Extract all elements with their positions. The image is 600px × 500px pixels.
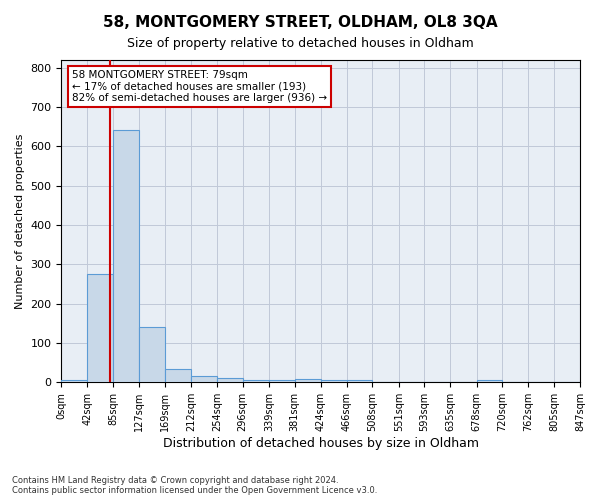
Text: 58 MONTGOMERY STREET: 79sqm
← 17% of detached houses are smaller (193)
82% of se: 58 MONTGOMERY STREET: 79sqm ← 17% of det… xyxy=(72,70,327,103)
Bar xyxy=(61,380,87,382)
Bar xyxy=(165,370,191,382)
Bar xyxy=(191,376,217,382)
Text: Contains HM Land Registry data © Crown copyright and database right 2024.
Contai: Contains HM Land Registry data © Crown c… xyxy=(12,476,377,495)
Bar xyxy=(476,380,502,382)
Y-axis label: Number of detached properties: Number of detached properties xyxy=(15,134,25,309)
Bar xyxy=(87,274,113,382)
Bar xyxy=(139,328,165,382)
Bar xyxy=(269,380,295,382)
Bar xyxy=(217,378,242,382)
Bar xyxy=(295,379,321,382)
Bar xyxy=(347,380,373,382)
Text: Size of property relative to detached houses in Oldham: Size of property relative to detached ho… xyxy=(127,38,473,51)
Bar xyxy=(321,380,347,382)
X-axis label: Distribution of detached houses by size in Oldham: Distribution of detached houses by size … xyxy=(163,437,479,450)
Bar xyxy=(242,380,269,382)
Text: 58, MONTGOMERY STREET, OLDHAM, OL8 3QA: 58, MONTGOMERY STREET, OLDHAM, OL8 3QA xyxy=(103,15,497,30)
Bar xyxy=(113,130,139,382)
